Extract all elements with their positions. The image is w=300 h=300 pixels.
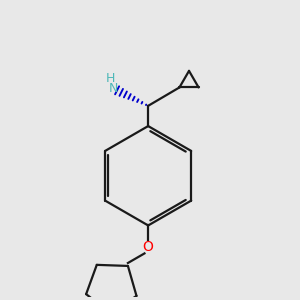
Text: N: N [109, 82, 118, 95]
Text: O: O [143, 240, 154, 254]
Text: H: H [106, 73, 115, 85]
